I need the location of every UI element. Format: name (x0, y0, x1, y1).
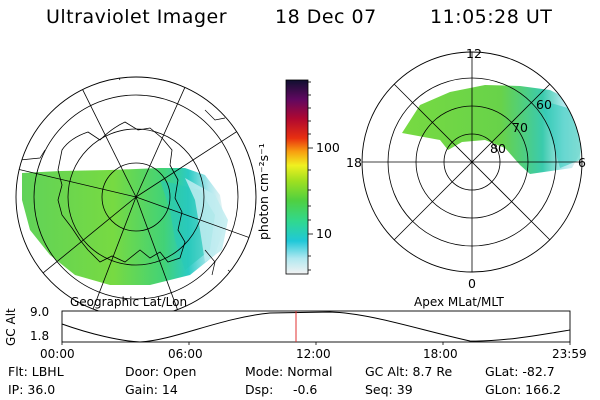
gain-info: Gain: 14 (125, 382, 178, 397)
timeline-xtick-1800: 18:00 (423, 347, 458, 361)
aurora-emission-right (402, 85, 582, 174)
altitude-curve (61, 311, 571, 343)
ip-info: IP: 36.0 (8, 382, 56, 397)
timeline-xtick-0600: 06:00 (168, 347, 203, 361)
right-panel-caption: Apex MLat/MLT (414, 295, 504, 309)
mlt-label-12: 12 (466, 46, 482, 61)
altitude-timeline (61, 310, 571, 345)
mlt-label-18: 18 (346, 155, 362, 170)
mlat-label-60: 60 (536, 97, 552, 112)
timeline-xtick-0000: 00:00 (40, 347, 75, 361)
magnetic-polar-map (361, 51, 583, 273)
mode-info: Mode: Normal (245, 364, 333, 379)
mlat-label-70: 70 (512, 120, 528, 135)
colorbar-tick-10: 10 (316, 226, 332, 241)
glat-info: GLat: -82.7 (485, 364, 555, 379)
timeline-ytick-low: 1.8 (30, 329, 50, 343)
timeline-xtick-2359: 23:59 (552, 347, 587, 361)
dsp-value: -0.6 (293, 382, 318, 397)
mlt-label-6: 6 (578, 155, 586, 170)
colorbar (285, 79, 313, 275)
colorbar-unit-label: photon cm⁻²s⁻¹ (256, 143, 271, 240)
filter-info: Flt: LBHL (8, 364, 64, 379)
instrument-title: Ultraviolet Imager (46, 6, 228, 28)
date-label: 18 Dec 07 (275, 6, 377, 28)
door-info: Door: Open (125, 364, 197, 379)
coastline (57, 121, 186, 263)
timeline-ytick-high: 9.0 (30, 305, 50, 319)
dsp-label: Dsp: (245, 382, 274, 397)
timeline-ylabel: GC Alt (4, 308, 18, 346)
glon-info: GLon: 166.2 (485, 382, 561, 397)
left-panel-caption: Geographic Lat/Lon (70, 295, 188, 309)
geographic-map (15, 76, 257, 318)
seq-info: Seq: 39 (365, 382, 413, 397)
mlat-label-80: 80 (490, 141, 506, 156)
mlt-label-0: 0 (468, 276, 476, 291)
time-label: 11:05:28 UT (430, 6, 553, 28)
gc-alt-info: GC Alt: 8.7 Re (365, 364, 453, 379)
colorbar-tick-100: 100 (316, 140, 340, 155)
timeline-xtick-1200: 12:00 (296, 347, 331, 361)
